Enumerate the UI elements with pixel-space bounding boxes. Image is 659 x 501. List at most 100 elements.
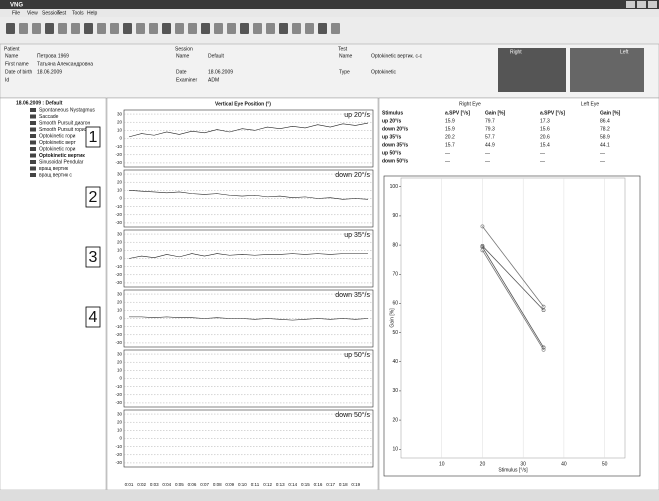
table-cell: 78.2 — [600, 126, 610, 132]
tree-icon — [30, 160, 36, 164]
minimize-button[interactable] — [626, 1, 635, 8]
y-tick-label: 0 — [119, 196, 122, 201]
x-tick-label: 0:02 — [137, 482, 146, 487]
tree-item[interactable]: Sinusoidal Pendular — [39, 159, 84, 165]
y-tick-label: -30 — [115, 280, 122, 285]
group-header: Left Eye — [581, 101, 600, 107]
marker-box — [85, 246, 101, 268]
y-tick-label: 10 — [117, 248, 123, 253]
x-tick-label: 0:09 — [225, 482, 234, 487]
menu-item[interactable]: Session — [42, 10, 60, 16]
toolbar-button[interactable] — [318, 23, 327, 34]
x-tick-label: 0:08 — [213, 482, 222, 487]
toolbar-button[interactable] — [175, 23, 184, 34]
close-button[interactable] — [648, 1, 657, 8]
x-tick-label: 0:19 — [351, 482, 360, 487]
tree-item[interactable]: Optokinetic гори — [39, 146, 76, 152]
gain-line — [482, 226, 544, 307]
toolbar-button[interactable] — [162, 23, 171, 34]
table-cell: 15.9 — [445, 126, 455, 132]
toolbar-button[interactable] — [214, 23, 223, 34]
toolbar-button[interactable] — [32, 23, 41, 34]
tree-root: 18.06.2009 : Default — [16, 100, 63, 106]
table-cell: 86.4 — [600, 118, 610, 124]
toolbar-button[interactable] — [240, 23, 249, 34]
menu-item[interactable]: View — [27, 10, 38, 16]
toolbar-button[interactable] — [6, 23, 15, 34]
y-tick-label: 10 — [117, 128, 123, 133]
toolbar-button[interactable] — [305, 23, 314, 34]
table-cell: 15.9 — [445, 118, 455, 124]
y-tick-label: 10 — [117, 368, 123, 373]
toolbar-button[interactable] — [266, 23, 275, 34]
toolbar-button[interactable] — [227, 23, 236, 34]
y-tick-label: 30 — [117, 351, 123, 356]
toolbar-button[interactable] — [58, 23, 67, 34]
toolbar-button[interactable] — [110, 23, 119, 34]
y-tick-label: 20 — [117, 359, 123, 364]
field-label: Type — [339, 69, 350, 75]
maximize-button[interactable] — [637, 1, 646, 8]
table-cell: — — [600, 158, 605, 164]
menu-item[interactable]: Test — [57, 10, 67, 16]
row-label: down 20°/s — [382, 126, 408, 132]
x-tick-label: 0:13 — [276, 482, 285, 487]
table-cell: 15.4 — [540, 142, 550, 148]
toolbar-button[interactable] — [331, 23, 340, 34]
toolbar-button[interactable] — [188, 23, 197, 34]
camera-left-label: Left — [620, 49, 629, 55]
scrollbar[interactable] — [0, 490, 659, 501]
y-tick-label: 30 — [117, 111, 123, 116]
toolbar-button[interactable] — [201, 23, 210, 34]
toolbar-button[interactable] — [84, 23, 93, 34]
eye-trace — [128, 190, 369, 200]
y-tick-label: 40 — [392, 359, 398, 365]
tree-item[interactable]: Saccade — [39, 114, 59, 120]
x-tick-label: 0:06 — [188, 482, 197, 487]
y-tick-label: -30 — [115, 160, 122, 165]
toolbar-button[interactable] — [149, 23, 158, 34]
x-tick-label: 0:11 — [251, 482, 260, 487]
row-label: down 35°/s — [382, 142, 408, 148]
toolbar-button[interactable] — [97, 23, 106, 34]
field-label: Date — [176, 69, 187, 75]
table-cell: — — [600, 150, 605, 156]
x-tick-label: 0:17 — [326, 482, 335, 487]
group-heading: Patient — [4, 46, 20, 52]
tree-item[interactable]: вращ вертик с — [39, 172, 72, 178]
toolbar-button[interactable] — [136, 23, 145, 34]
x-tick-label: 20 — [480, 461, 486, 467]
y-tick-label: -20 — [115, 452, 122, 457]
y-tick-label: -10 — [115, 324, 122, 329]
tree-item[interactable]: вращ вертик — [39, 166, 69, 172]
tree-icon — [30, 114, 36, 119]
toolbar-button[interactable] — [253, 23, 262, 34]
y-tick-label: -20 — [115, 272, 122, 277]
tree-item[interactable]: Smooth Pursuit горизо — [39, 127, 90, 133]
y-tick-label: -20 — [115, 332, 122, 337]
y-tick-label: 10 — [117, 428, 123, 433]
toolbar-button[interactable] — [123, 23, 132, 34]
tree-item[interactable]: Optokinetic гори — [39, 133, 76, 139]
toolbar-button[interactable] — [279, 23, 288, 34]
column-header: Gain [%] — [600, 110, 621, 116]
y-tick-label: -30 — [115, 340, 122, 345]
tree-item[interactable]: Smooth Pursuit диагон — [39, 120, 91, 126]
y-tick-label: -30 — [115, 220, 122, 225]
toolbar-button[interactable] — [19, 23, 28, 34]
tree-item[interactable]: Spontaneous Nystagmus — [39, 107, 95, 113]
marker-number: 3 — [89, 249, 98, 266]
field-value: Петрова 1969 — [37, 53, 69, 59]
menu-item[interactable]: File — [12, 10, 20, 16]
toolbar-button[interactable] — [71, 23, 80, 34]
marker-number: 1 — [89, 129, 98, 146]
menu-item[interactable]: Tools — [72, 10, 84, 16]
toolbar-button[interactable] — [292, 23, 301, 34]
toolbar-button[interactable] — [45, 23, 54, 34]
toolbar — [0, 17, 659, 44]
marker-number: 2 — [89, 189, 98, 206]
y-tick-label: 30 — [117, 171, 123, 176]
tree-item[interactable]: Optokinetic верт — [39, 140, 76, 146]
tree-item[interactable]: Optokinetic вертик — [39, 153, 85, 159]
menu-item[interactable]: Help — [87, 10, 98, 16]
